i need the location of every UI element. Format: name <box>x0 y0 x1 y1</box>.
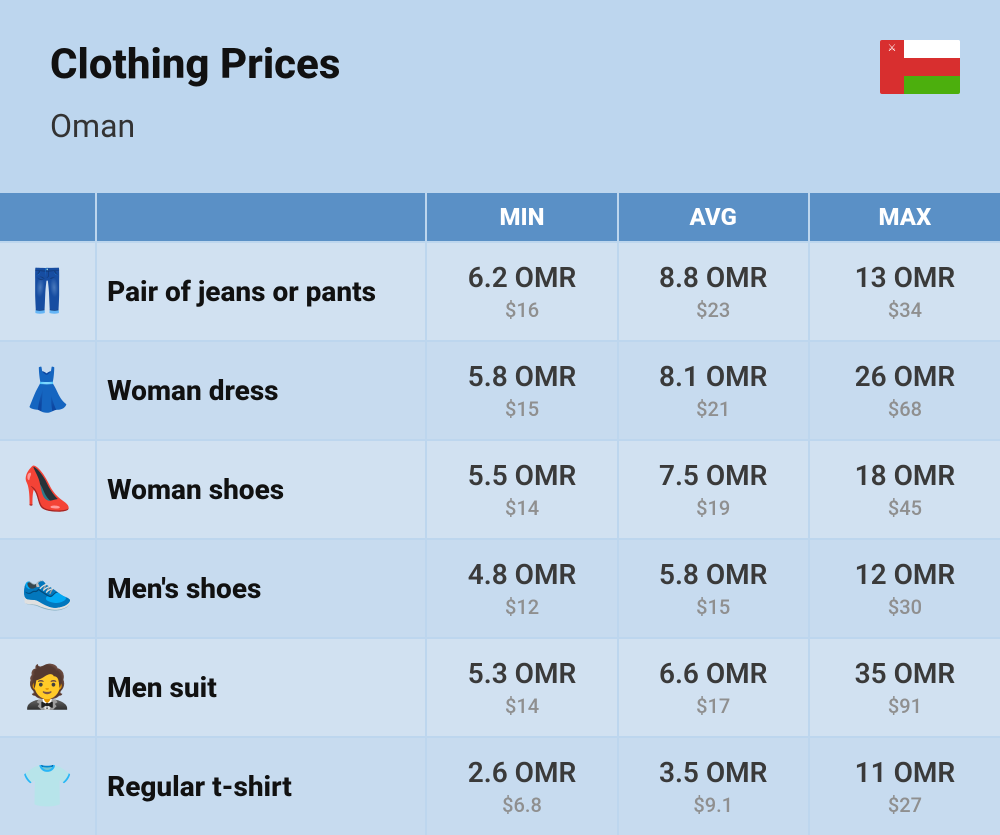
flag-stripe-red <box>904 58 960 76</box>
price-max: 18 OMR $45 <box>809 440 1000 539</box>
flag-stripe-white <box>904 40 960 58</box>
price-min: 4.8 OMR $12 <box>426 539 617 638</box>
price-avg: 3.5 OMR $9.1 <box>618 737 809 835</box>
price-min-main: 5.8 OMR <box>435 360 608 393</box>
price-min: 5.3 OMR $14 <box>426 638 617 737</box>
price-avg-main: 3.5 OMR <box>627 756 800 789</box>
price-avg-sub: $23 <box>627 298 800 322</box>
price-max-sub: $68 <box>818 397 992 421</box>
price-max-main: 26 OMR <box>818 360 992 393</box>
price-min-sub: $12 <box>435 595 608 619</box>
col-header-min: MIN <box>426 193 617 242</box>
price-min: 2.6 OMR $6.8 <box>426 737 617 835</box>
item-label: Men's shoes <box>96 539 426 638</box>
price-max: 11 OMR $27 <box>809 737 1000 835</box>
price-avg-main: 8.1 OMR <box>627 360 800 393</box>
item-label: Woman dress <box>96 341 426 440</box>
price-min-sub: $15 <box>435 397 608 421</box>
price-max-main: 12 OMR <box>818 558 992 591</box>
men-suit-icon: 🤵 <box>0 638 96 737</box>
price-min: 5.8 OMR $15 <box>426 341 617 440</box>
price-max: 26 OMR $68 <box>809 341 1000 440</box>
price-min-sub: $16 <box>435 298 608 322</box>
price-max-main: 11 OMR <box>818 756 992 789</box>
price-min: 6.2 OMR $16 <box>426 242 617 341</box>
table-row: 👟Men's shoes 4.8 OMR $12 5.8 OMR $15 12 OMR $3… <box>0 539 1000 638</box>
price-min-main: 6.2 OMR <box>435 261 608 294</box>
item-label: Woman shoes <box>96 440 426 539</box>
price-min-main: 2.6 OMR <box>435 756 608 789</box>
price-min-sub: $14 <box>435 694 608 718</box>
price-max: 13 OMR $34 <box>809 242 1000 341</box>
price-max: 12 OMR $30 <box>809 539 1000 638</box>
item-label: Men suit <box>96 638 426 737</box>
flag-emblem: ⚔ <box>884 43 900 55</box>
price-min-main: 4.8 OMR <box>435 558 608 591</box>
price-avg: 8.8 OMR $23 <box>618 242 809 341</box>
table-row: 👕Regular t-shirt 2.6 OMR $6.8 3.5 OMR $9.1 11… <box>0 737 1000 835</box>
jeans-icon: 👖 <box>0 242 96 341</box>
woman-shoes-icon: 👠 <box>0 440 96 539</box>
price-avg: 7.5 OMR $19 <box>618 440 809 539</box>
price-max: 35 OMR $91 <box>809 638 1000 737</box>
col-header-item <box>96 193 426 242</box>
table-row: 👗Woman dress 5.8 OMR $15 8.1 OMR $21 26 OMR $6… <box>0 341 1000 440</box>
price-min-main: 5.3 OMR <box>435 657 608 690</box>
flag-stripe-green <box>904 76 960 94</box>
title-block: Clothing Prices Oman <box>50 40 340 145</box>
price-min-main: 5.5 OMR <box>435 459 608 492</box>
price-avg-sub: $17 <box>627 694 800 718</box>
price-max-sub: $34 <box>818 298 992 322</box>
mens-shoes-icon: 👟 <box>0 539 96 638</box>
table-row: 👠Woman shoes 5.5 OMR $14 7.5 OMR $19 18 OMR $4… <box>0 440 1000 539</box>
price-max-sub: $91 <box>818 694 992 718</box>
price-min: 5.5 OMR $14 <box>426 440 617 539</box>
col-header-icon <box>0 193 96 242</box>
price-max-sub: $45 <box>818 496 992 520</box>
price-avg-main: 5.8 OMR <box>627 558 800 591</box>
price-avg: 8.1 OMR $21 <box>618 341 809 440</box>
table-row: 🤵Men suit 5.3 OMR $14 6.6 OMR $17 35 OMR $91 <box>0 638 1000 737</box>
price-avg: 5.8 OMR $15 <box>618 539 809 638</box>
price-max-main: 35 OMR <box>818 657 992 690</box>
price-avg-sub: $21 <box>627 397 800 421</box>
table-header-row: MIN AVG MAX <box>0 193 1000 242</box>
price-avg-sub: $9.1 <box>627 793 800 817</box>
price-avg-main: 7.5 OMR <box>627 459 800 492</box>
dress-icon: 👗 <box>0 341 96 440</box>
flag-oman: ⚔ <box>880 40 960 94</box>
price-min-sub: $6.8 <box>435 793 608 817</box>
price-max-main: 13 OMR <box>818 261 992 294</box>
prices-table: MIN AVG MAX 👖Pair of jeans or pants6.2 O… <box>0 193 1000 835</box>
price-avg-main: 6.6 OMR <box>627 657 800 690</box>
item-label: Regular t-shirt <box>96 737 426 835</box>
table-row: 👖Pair of jeans or pants 6.2 OMR $16 8.8 OMR… <box>0 242 1000 341</box>
country-name: Oman <box>50 107 340 145</box>
page-title: Clothing Prices <box>50 40 340 89</box>
col-header-max: MAX <box>809 193 1000 242</box>
price-avg: 6.6 OMR $17 <box>618 638 809 737</box>
price-min-sub: $14 <box>435 496 608 520</box>
price-max-sub: $30 <box>818 595 992 619</box>
price-avg-sub: $15 <box>627 595 800 619</box>
price-avg-sub: $19 <box>627 496 800 520</box>
item-label: Pair of jeans or pants <box>96 242 426 341</box>
price-max-sub: $27 <box>818 793 992 817</box>
tshirt-icon: 👕 <box>0 737 96 835</box>
col-header-avg: AVG <box>618 193 809 242</box>
price-max-main: 18 OMR <box>818 459 992 492</box>
header: Clothing Prices Oman ⚔ <box>0 0 1000 145</box>
price-avg-main: 8.8 OMR <box>627 261 800 294</box>
